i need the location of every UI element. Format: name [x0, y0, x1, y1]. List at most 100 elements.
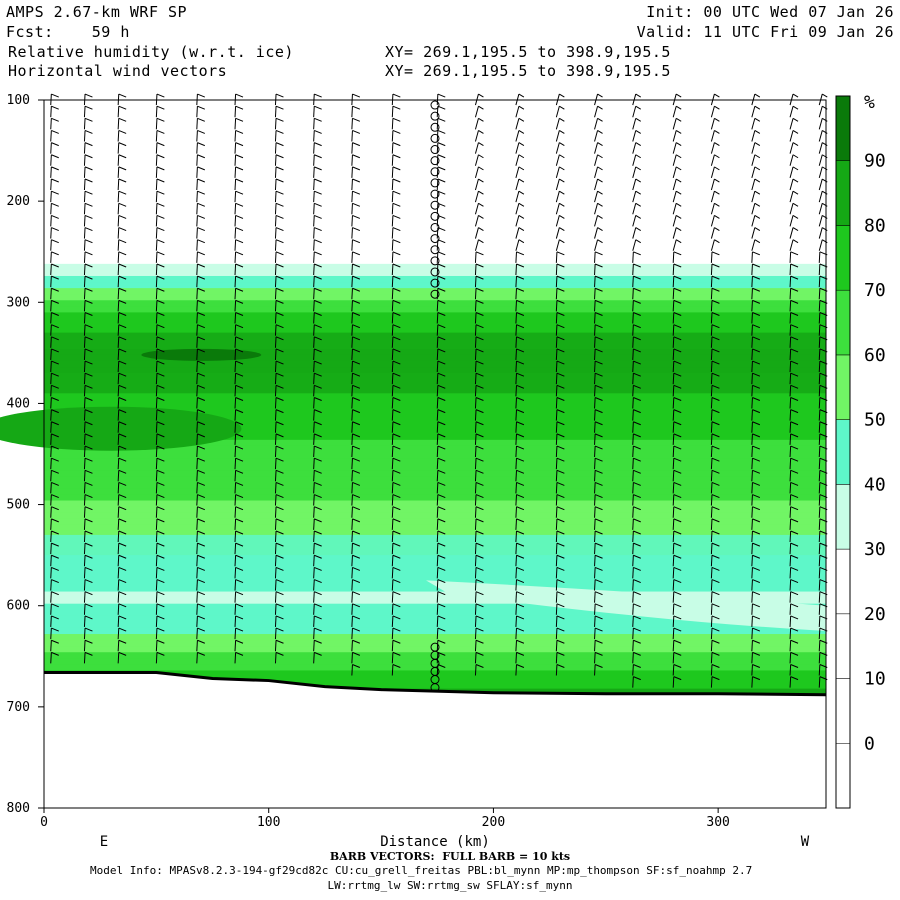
- rh-band: [44, 518, 826, 526]
- wind-barb: [391, 603, 394, 615]
- wind-barb-flag: [235, 409, 244, 414]
- wind-barb: [751, 615, 753, 627]
- wind-barb-flag: [633, 542, 641, 547]
- rh-band: [44, 288, 826, 295]
- wind-barb-flag: [51, 154, 59, 159]
- x-axis-label: Distance (km): [380, 834, 490, 850]
- wind-barb-flag: [437, 518, 446, 523]
- wind-barb-flag: [51, 554, 59, 559]
- wind-barb-flag: [51, 312, 59, 316]
- wind-barb: [555, 324, 558, 336]
- wind-barb-flag: [673, 639, 682, 644]
- wind-barb-flag: [556, 542, 565, 547]
- wind-barb: [751, 239, 756, 251]
- wind-barb-flag: [711, 287, 720, 292]
- wind-barb-column: [391, 93, 401, 676]
- wind-barb: [672, 263, 675, 276]
- wind-barb-flag: [235, 336, 244, 341]
- wind-barb-flag: [235, 384, 244, 389]
- wind-barb: [155, 191, 158, 203]
- wind-barb-flag: [790, 299, 799, 304]
- wind-barb-flag: [594, 409, 603, 414]
- wind-barb: [50, 628, 52, 640]
- wind-barb: [50, 543, 52, 555]
- wind-barb-flag: [752, 615, 761, 620]
- wind-barb: [710, 433, 713, 445]
- wind-barb: [436, 263, 439, 276]
- wind-barb: [274, 555, 277, 567]
- wind-barb-flag: [197, 603, 205, 608]
- wind-barb-flag: [118, 481, 127, 486]
- wind-barb-flag: [790, 554, 799, 559]
- rh-band: [44, 494, 826, 502]
- wind-barb: [50, 446, 52, 458]
- wind-barb: [196, 348, 198, 360]
- wind-barb: [632, 664, 634, 676]
- wind-barb: [196, 615, 198, 627]
- wind-barb: [594, 178, 599, 191]
- wind-barb: [672, 506, 675, 518]
- wind-barb: [672, 664, 675, 676]
- wind-barb: [117, 530, 120, 543]
- wind-barb: [313, 433, 315, 445]
- wind-barb-flag: [559, 166, 565, 171]
- wind-barb: [274, 470, 277, 482]
- wind-barb-flag: [197, 154, 205, 159]
- wind-barb-flag: [156, 251, 165, 256]
- wind-barb-flag: [594, 384, 603, 389]
- x-end-label-west: W: [801, 834, 810, 850]
- wind-barb-flag: [197, 421, 205, 426]
- wind-barb: [515, 397, 517, 409]
- wind-barb: [391, 555, 394, 567]
- wind-barb: [117, 506, 120, 518]
- wind-barb: [632, 652, 634, 664]
- barb-legend: BARB VECTORS: FULL BARB = 10 kts: [329, 850, 571, 863]
- wind-barb-flag: [594, 348, 603, 353]
- wind-barb-flag: [51, 409, 59, 414]
- wind-barb-flag: [84, 93, 93, 98]
- wind-barb-flag: [516, 481, 525, 486]
- wind-barb-flag: [235, 651, 244, 656]
- wind-barb: [234, 446, 237, 458]
- wind-barb: [710, 215, 715, 227]
- wind-barb: [234, 603, 237, 615]
- wind-barb-flag: [790, 263, 799, 268]
- wind-barb: [672, 324, 675, 336]
- wind-barb-flag: [352, 445, 361, 450]
- wind-barb: [436, 276, 439, 288]
- wind-barb-flag: [392, 530, 401, 535]
- wind-barb: [818, 470, 821, 482]
- wind-barb-flag: [516, 360, 525, 365]
- wind-barb-flag: [392, 202, 401, 207]
- wind-barb-flag: [352, 105, 361, 110]
- wind-barb: [789, 142, 794, 154]
- wind-barb: [313, 361, 315, 373]
- wind-barb-flag: [711, 518, 720, 523]
- wind-barb-flag: [594, 481, 603, 486]
- wind-barb: [818, 191, 823, 203]
- wind-barb-flag: [633, 360, 641, 365]
- wind-barb: [632, 433, 634, 445]
- wind-barb: [436, 361, 439, 373]
- wind-barb-flag: [352, 263, 361, 268]
- wind-barb: [710, 312, 713, 324]
- wind-barb: [391, 664, 394, 676]
- wind-barb: [155, 494, 158, 506]
- wind-barb-flag: [516, 384, 525, 389]
- wind-barb-flag: [633, 409, 641, 414]
- wind-barb: [155, 628, 158, 640]
- wind-barb: [351, 166, 353, 178]
- rh-band: [44, 476, 826, 483]
- wind-barb-flag: [752, 591, 761, 596]
- wind-barb-flag: [675, 166, 682, 171]
- wind-barb-flag: [556, 591, 565, 596]
- wind-barb-flag: [156, 348, 165, 353]
- wind-barb-flag: [51, 130, 59, 134]
- wind-barb-flag: [392, 299, 401, 304]
- wind-barb: [313, 603, 315, 615]
- wind-barb: [710, 251, 713, 263]
- wind-barb-flag: [714, 214, 720, 219]
- wind-barb: [391, 348, 394, 360]
- wind-barb: [672, 591, 675, 603]
- wind-barb: [117, 361, 120, 373]
